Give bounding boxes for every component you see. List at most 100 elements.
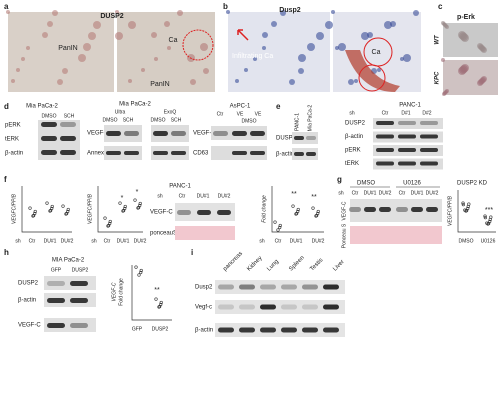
dot [45,201,49,205]
cell [298,54,306,62]
label: Ctr [275,238,282,244]
band [232,131,247,136]
dot [461,201,465,205]
label: DU#2 [218,193,231,199]
label: pancreas [222,251,244,273]
cell [167,46,171,50]
band [177,210,191,215]
dot [483,214,487,218]
band [70,323,88,328]
blot [175,226,235,240]
cell [244,68,248,72]
band [41,122,57,127]
band [260,304,276,310]
cell [164,21,170,27]
label: b [223,2,228,11]
label: VE [255,111,262,117]
label: KPC [435,71,441,84]
band [420,134,438,139]
dot [276,228,280,232]
label: D#2 [422,110,431,116]
label: DUSP2 KD [457,181,488,187]
label: DUSP2 [100,13,123,20]
band [294,152,304,156]
label: GFP [51,267,62,273]
band [239,327,255,333]
band [396,207,408,212]
dot [139,268,143,273]
cell [280,10,286,16]
band [171,151,186,155]
band [420,121,438,125]
band [70,298,88,303]
dot [28,206,32,210]
band [124,131,139,136]
band [364,207,376,212]
band [41,136,57,141]
dot [311,206,315,210]
label: Ctr [382,110,389,116]
dot [33,209,37,214]
band [281,284,297,290]
cell [154,57,158,61]
cell [298,68,304,74]
label: g [337,175,342,184]
blot [215,323,345,337]
dot [295,211,299,216]
label: sh [349,110,355,116]
image [228,12,330,92]
cell [26,46,30,50]
cell [6,10,10,14]
blot [215,280,345,294]
cell [325,21,333,29]
dot [137,205,141,210]
dot [108,219,112,224]
label: DMSO [103,117,118,123]
label: Mia PaCa-2 [26,104,58,110]
label: e [276,102,281,111]
axis [457,190,496,233]
dot [138,201,142,206]
label: VEGF-C [18,323,41,329]
cell [461,64,469,72]
band [171,131,186,136]
label: VEGFC/PPIB [11,193,17,224]
band [349,207,361,212]
dot [463,208,467,212]
dot [465,208,469,213]
label: sh [15,238,21,244]
band [213,131,228,136]
band [426,207,438,212]
image [443,60,498,95]
label: DMSO [357,181,375,187]
dot [123,204,127,209]
cell [226,10,230,14]
cell [47,21,53,27]
blot [151,146,189,160]
label: Ultra [115,109,126,115]
dot [66,207,70,212]
dot [158,304,162,309]
cell [384,21,392,29]
circle [358,64,386,92]
cell [413,10,419,16]
label: ** [154,287,160,294]
label: pERK [5,123,21,129]
dot [296,207,300,212]
band [239,284,255,290]
circle [182,29,214,61]
label: PANC-1 [169,184,191,190]
cell [400,57,404,61]
dot [32,213,36,218]
dot [467,202,471,206]
band [323,327,339,333]
cell [57,79,63,85]
label: DU#1 [290,238,303,244]
label: DU#2 [134,238,147,244]
cell [289,79,295,85]
label: c [438,2,443,11]
label: β-actin [276,152,294,158]
label: PanIN [150,81,169,88]
label: Mia PaCa-2 [307,105,313,132]
label: PANC-1 [399,103,421,109]
